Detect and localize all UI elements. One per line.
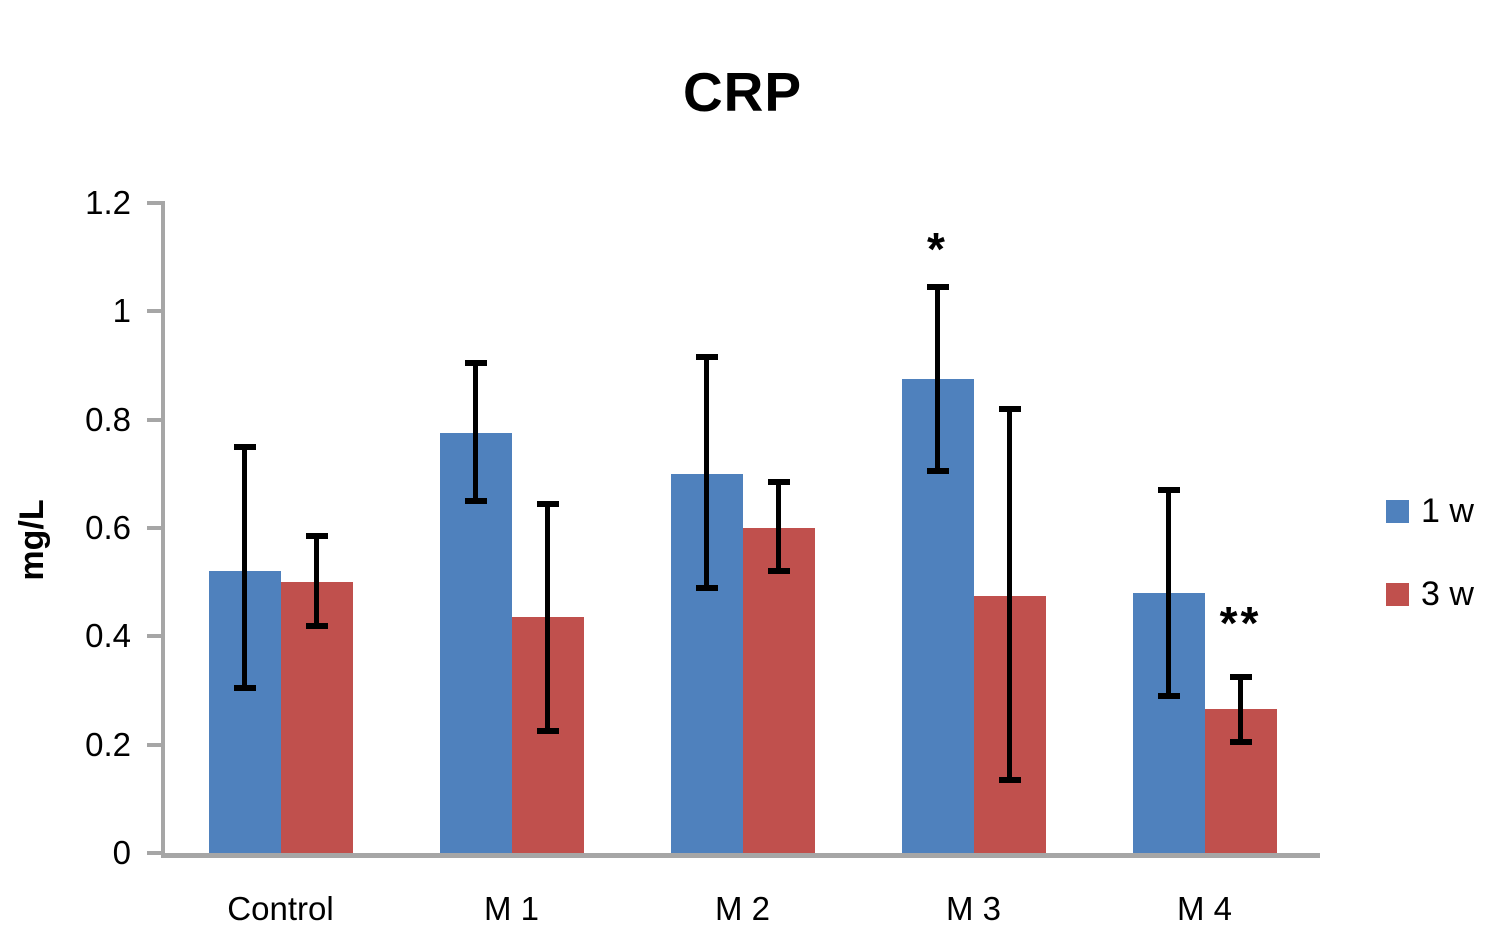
y-axis-tick-label: 1.2 — [85, 184, 131, 221]
error-bar-line-1-w-m-2 — [704, 357, 709, 588]
legend-swatch-1-w — [1386, 499, 1409, 523]
error-bar-line-3-w-control — [314, 536, 319, 626]
y-axis-tick-label: 0.8 — [85, 400, 131, 438]
error-bar-cap-bottom-1-w-m-1 — [464, 497, 487, 504]
error-bar-cap-top-3-w-m-2 — [767, 478, 790, 485]
error-bar-line-1-w-control — [242, 446, 247, 688]
legend-swatch-3-w — [1386, 582, 1409, 606]
error-bar-cap-bottom-1-w-m-4 — [1157, 692, 1180, 699]
error-bar-line-1-w-m-3 — [935, 286, 940, 472]
error-bar-cap-top-1-w-m-1 — [464, 359, 487, 366]
error-bar-cap-bottom-1-w-control — [233, 684, 256, 691]
y-axis-tick — [147, 634, 161, 639]
error-bar-cap-top-1-w-m-3 — [926, 283, 949, 290]
error-bar-line-3-w-m-4 — [1238, 676, 1243, 742]
error-bar-cap-top-1-w-m-2 — [695, 354, 718, 361]
error-bar-cap-bottom-1-w-m-3 — [926, 468, 949, 475]
y-axis-tick — [147, 201, 161, 205]
y-axis-tick — [147, 526, 161, 530]
error-bar-line-3-w-m-1 — [545, 503, 550, 732]
error-bar-cap-top-3-w-control — [305, 533, 328, 540]
legend: 1 w 3 w — [1386, 494, 1474, 660]
y-axis-tick-label: 0 — [112, 834, 131, 871]
y-axis-tick-label: 0.6 — [85, 509, 131, 546]
error-bar-cap-bottom-3-w-m-1 — [536, 728, 559, 735]
error-bar-line-3-w-m-2 — [776, 481, 781, 572]
legend-label-3-w: 3 w — [1421, 575, 1474, 613]
error-bar-cap-top-1-w-control — [233, 443, 256, 450]
x-axis-label-control: Control — [227, 890, 334, 927]
y-axis-line — [161, 201, 165, 858]
legend-label-1-w: 1 w — [1421, 492, 1474, 530]
x-axis-label-m-4: M 4 — [1176, 890, 1232, 927]
y-axis-tick — [147, 742, 161, 747]
legend-item-1-w: 1 w — [1386, 494, 1474, 528]
error-bar-cap-top-1-w-m-4 — [1157, 487, 1180, 494]
bar-3-w-m-2 — [742, 528, 815, 853]
y-axis-tick — [147, 851, 161, 855]
y-axis-tick-label: 0.4 — [85, 617, 131, 655]
significance-marker-m-3: * — [927, 223, 948, 275]
significance-marker-m-4: ** — [1219, 596, 1262, 649]
error-bar-cap-top-3-w-m-3 — [998, 405, 1021, 412]
y-axis-tick-label: 1 — [112, 292, 131, 330]
x-axis-label-m-2: M 2 — [714, 890, 770, 927]
error-bar-line-3-w-m-3 — [1007, 408, 1012, 780]
legend-item-3-w: 3 w — [1386, 577, 1474, 611]
error-bar-line-1-w-m-4 — [1166, 490, 1171, 696]
error-bar-cap-bottom-3-w-m-4 — [1229, 738, 1252, 745]
x-axis-line — [161, 853, 1320, 858]
x-axis-label-m-1: M 1 — [483, 890, 539, 927]
error-bar-cap-bottom-1-w-m-2 — [695, 584, 718, 591]
error-bar-line-1-w-m-1 — [473, 362, 478, 501]
error-bar-cap-bottom-3-w-control — [305, 622, 328, 629]
chart-title: CRP — [682, 61, 803, 123]
error-bar-cap-bottom-3-w-m-3 — [998, 776, 1021, 783]
x-axis-label-m-3: M 3 — [945, 890, 1001, 927]
error-bar-cap-top-3-w-m-4 — [1229, 673, 1252, 680]
y-axis-tick-label: 0.2 — [85, 725, 131, 763]
y-axis-tick — [147, 309, 161, 314]
y-axis-tick — [147, 417, 161, 422]
error-bar-cap-bottom-3-w-m-2 — [767, 568, 790, 575]
error-bar-cap-top-3-w-m-1 — [536, 500, 559, 507]
